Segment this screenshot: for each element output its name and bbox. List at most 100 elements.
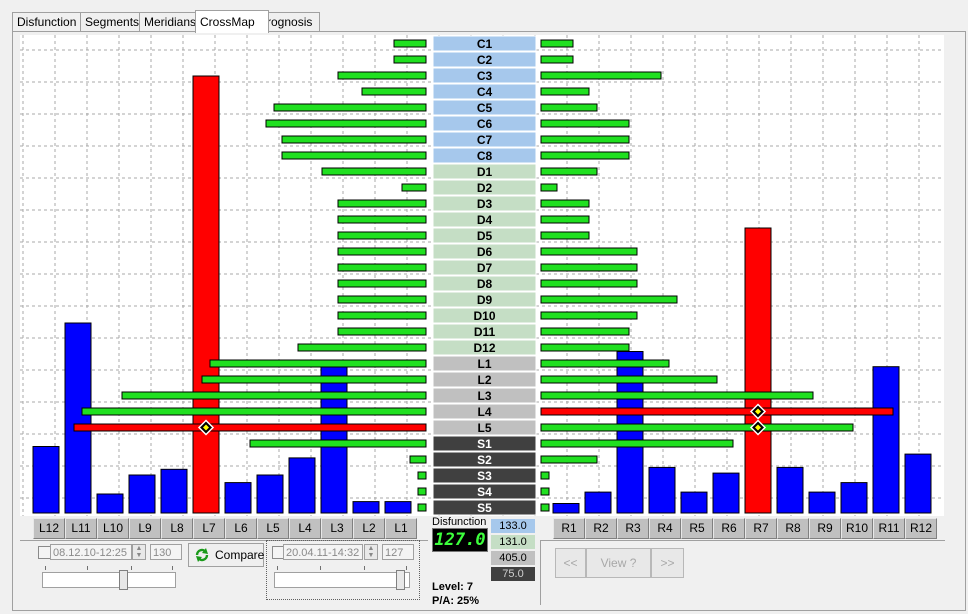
segment-label-d7: D7 <box>477 261 493 275</box>
tab-prognosis[interactable]: Prognosis <box>254 12 320 32</box>
disfunction-lcd: 127.0 <box>432 528 488 552</box>
segment-cell-s3 <box>432 467 537 484</box>
left-segment-bar-c1 <box>393 39 427 48</box>
segment-label-c8: C8 <box>477 149 493 163</box>
segment-label-d2: D2 <box>477 181 493 195</box>
axis-button-r3[interactable]: R3 <box>617 518 649 539</box>
axis-button-l3[interactable]: L3 <box>321 518 353 539</box>
axis-button-l8[interactable]: L8 <box>161 518 193 539</box>
segment-cell-d6 <box>432 243 537 260</box>
channel-bar-l9 <box>128 474 156 514</box>
left-date-spinner[interactable]: ▲ ▼ <box>132 544 146 560</box>
segment-cell-l1 <box>432 355 537 372</box>
right-segment-bar-d5 <box>540 231 590 240</box>
left-segment-bar-d5 <box>337 231 427 240</box>
axis-button-r1[interactable]: R1 <box>553 518 585 539</box>
tab-segments[interactable]: Segments <box>80 12 150 32</box>
axis-button-r8[interactable]: R8 <box>777 518 809 539</box>
right-date-field[interactable]: 20.04.11-14:32 <box>283 544 363 560</box>
right-segment-bar-d10 <box>540 311 638 320</box>
axis-button-r10[interactable]: R10 <box>841 518 873 539</box>
marker-dot-r7-l4 <box>755 408 761 415</box>
tab-disfunction[interactable]: Disfunction <box>12 12 85 32</box>
pa-text: P/A: 25% <box>432 595 480 607</box>
segment-label-s5: S5 <box>477 501 492 515</box>
segment-label-l1: L1 <box>477 357 491 371</box>
axis-button-l4[interactable]: L4 <box>289 518 321 539</box>
segment-cell-c4 <box>432 83 537 100</box>
left-date-field[interactable]: 08.12.10-12:25 <box>50 544 132 560</box>
left-segment-bar-s5 <box>417 503 427 512</box>
right-segment-bar-d7 <box>540 263 638 272</box>
disfunction-title: Disfunction <box>432 516 487 528</box>
segment-label-s2: S2 <box>477 453 492 467</box>
left-number-field[interactable]: 130 <box>150 544 182 560</box>
axis-button-l10[interactable]: L10 <box>97 518 129 539</box>
right-date-spinner[interactable]: ▲ ▼ <box>364 544 378 560</box>
axis-button-r12[interactable]: R12 <box>905 518 937 539</box>
segment-cell-d4 <box>432 211 537 228</box>
axis-button-l12[interactable]: L12 <box>33 518 65 539</box>
channel-bar-r4 <box>648 466 676 514</box>
left-segment-bar-d11 <box>337 327 427 336</box>
compare-button[interactable]: Compare <box>188 543 264 567</box>
right-slider-ticks <box>274 566 410 570</box>
segment-cell-l3 <box>432 387 537 404</box>
right-segment-bar-s2 <box>540 455 598 464</box>
axis-button-r6[interactable]: R6 <box>713 518 745 539</box>
right-slider[interactable] <box>274 570 410 590</box>
segment-label-c6: C6 <box>477 117 493 131</box>
tab-crossmap[interactable]: CrossMap <box>195 10 269 33</box>
segment-cell-l2 <box>432 371 537 388</box>
axis-button-l11[interactable]: L11 <box>65 518 97 539</box>
right-segment-bar-c5 <box>540 103 598 112</box>
segment-label-d3: D3 <box>477 197 493 211</box>
segment-label-d8: D8 <box>477 277 493 291</box>
right-segment-bar-d2 <box>540 183 558 192</box>
right-channel-axis: R1 R2 R3 R4 R5 R6 R7 R8 R9 R10 R11 R12 <box>553 518 937 539</box>
axis-button-r11[interactable]: R11 <box>873 518 905 539</box>
channel-bar-l2 <box>352 501 380 514</box>
channel-bar-r6 <box>712 472 740 514</box>
segment-cell-d10 <box>432 307 537 324</box>
view-button[interactable]: View ? <box>586 548 651 578</box>
axis-button-r2[interactable]: R2 <box>585 518 617 539</box>
channel-bar-l7 <box>192 75 220 514</box>
segment-label-l5: L5 <box>477 421 491 435</box>
left-segment-bar-d1 <box>321 167 427 176</box>
right-segment-bar-l3 <box>540 391 814 400</box>
right-number-field[interactable]: 127 <box>382 544 414 560</box>
segment-cell-d7 <box>432 259 537 276</box>
left-segment-bar-d7 <box>337 263 427 272</box>
prev-button[interactable]: << <box>555 548 586 578</box>
left-segment-bar-l5 <box>73 423 427 432</box>
next-button[interactable]: >> <box>651 548 684 578</box>
segment-cell-s2 <box>432 451 537 468</box>
right-slider-thumb[interactable] <box>396 570 405 590</box>
axis-button-l2[interactable]: L2 <box>353 518 385 539</box>
segment-cell-d3 <box>432 195 537 212</box>
channel-bar-l8 <box>160 468 188 514</box>
axis-button-l5[interactable]: L5 <box>257 518 289 539</box>
axis-button-l7[interactable]: L7 <box>193 518 225 539</box>
axis-button-l6[interactable]: L6 <box>225 518 257 539</box>
left-segment-bar-d2 <box>401 183 427 192</box>
axis-button-l1[interactable]: L1 <box>385 518 417 539</box>
sacral-value: 75.0 <box>491 567 535 581</box>
marker-dot-l7-l5 <box>203 424 209 431</box>
segment-label-c5: C5 <box>477 101 493 115</box>
axis-button-r4[interactable]: R4 <box>649 518 681 539</box>
channel-bar-r12 <box>904 453 932 514</box>
axis-button-l9[interactable]: L9 <box>129 518 161 539</box>
channel-bar-l1 <box>384 501 412 514</box>
left-compare-panel <box>20 540 428 605</box>
right-segment-bar-s1 <box>540 439 734 448</box>
left-slider-thumb[interactable] <box>119 570 128 590</box>
axis-button-r9[interactable]: R9 <box>809 518 841 539</box>
left-slider[interactable] <box>42 570 176 590</box>
axis-button-r5[interactable]: R5 <box>681 518 713 539</box>
channel-bar-r11 <box>872 366 900 514</box>
left-segment-bar-c8 <box>281 151 427 160</box>
left-segment-bar-d8 <box>337 279 427 288</box>
axis-button-r7[interactable]: R7 <box>745 518 777 539</box>
